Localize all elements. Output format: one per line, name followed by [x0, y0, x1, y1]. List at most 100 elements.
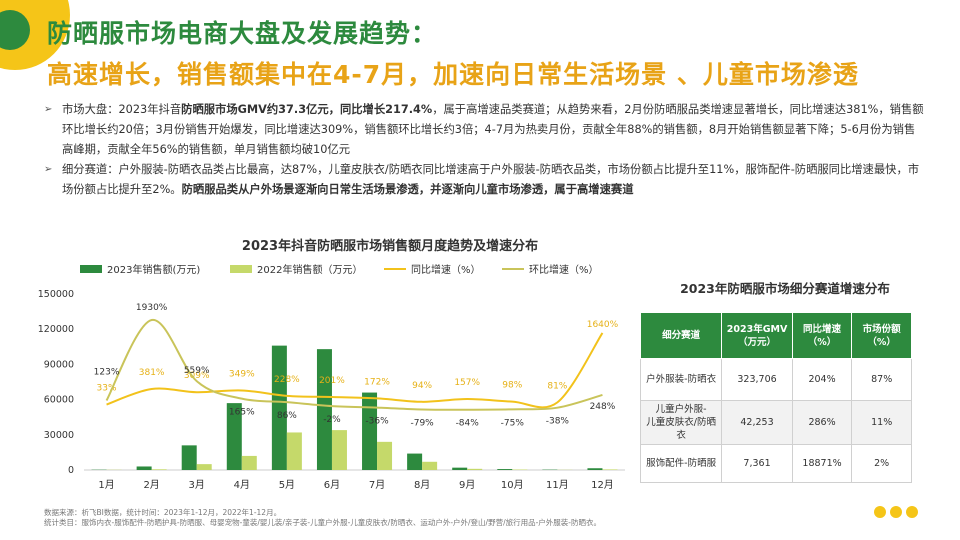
bar-2022 [377, 441, 393, 470]
yoy-growth-line [106, 332, 604, 409]
mom-data-label: -36% [365, 417, 389, 427]
decorative-dots [874, 503, 922, 522]
table-cell: 286% [791, 400, 853, 445]
x-tick-label: 10月 [501, 479, 524, 491]
table-row: 服饰配件-防晒服 7,361 18871% 2% [639, 444, 912, 483]
table-header-row: 细分赛道 2023年GMV （万元） 同比增速 （%） 市场份额 （%） [639, 312, 912, 359]
bar-2023 [226, 403, 242, 470]
mom-data-label: -2% [323, 415, 341, 425]
bar-2022 [467, 468, 483, 470]
mom-data-label: 165% [229, 408, 255, 418]
y-tick-label: 120000 [38, 324, 74, 335]
table-cell: 87% [851, 358, 912, 401]
x-tick-label: 9月 [459, 479, 475, 491]
yoy-data-label: 94% [412, 381, 432, 391]
x-tick-label: 8月 [414, 479, 430, 491]
bar-2022 [151, 469, 167, 470]
x-tick-label: 1月 [98, 479, 114, 491]
table-cell: 11% [851, 400, 912, 445]
legend-label: 2023年销售额(万元) [107, 263, 200, 276]
bar-2022 [602, 469, 618, 470]
dot-icon [906, 506, 918, 518]
bar-2023 [497, 469, 513, 470]
legend-label: 2022年销售额（万元） [257, 263, 362, 276]
table-cell: 户外服装-防晒衣 [639, 358, 723, 401]
bar-2023 [181, 445, 197, 470]
mom-data-label: 123% [94, 368, 120, 378]
yoy-data-label: 1640% [587, 320, 619, 330]
bar-2023 [316, 349, 332, 470]
table-cell: 7,361 [721, 444, 793, 483]
x-tick-label: 7月 [369, 479, 385, 491]
table-cell: 323,706 [721, 358, 793, 401]
legend-label: 同比增速（%） [411, 263, 481, 276]
yoy-data-label: 157% [454, 378, 480, 388]
table-cell: 42,253 [721, 400, 793, 445]
bar-2023 [452, 467, 468, 470]
y-tick-label: 0 [68, 465, 74, 476]
header-text: 同比增速 （%） [803, 323, 842, 348]
bullet-segment: ➢ 细分赛道：户外服装-防晒衣品类占比最高，达87%，儿童皮肤衣/防晒衣同比增速… [44, 160, 924, 200]
dot-icon [890, 506, 902, 518]
yoy-data-label: 33% [97, 384, 117, 394]
mom-data-label: -79% [410, 419, 434, 429]
table-cell: 2% [851, 444, 912, 483]
yoy-data-label: 98% [502, 381, 522, 391]
monthly-sales-chart: 0 30000 60000 90000 120000 150000 33% 381% 309% 3… [38, 263, 625, 491]
x-tick-label: 6月 [324, 479, 340, 491]
bar-2022 [196, 464, 212, 470]
table-cell: 204% [791, 358, 853, 401]
mom-data-label: 559% [184, 366, 210, 376]
x-tick-label: 3月 [189, 479, 205, 491]
legend-label: 环比增速（%） [529, 263, 599, 276]
bullet-market-overview: ➢ 市场大盘：2023年抖音防晒服市场GMV约37.3亿元，同比增长217.4%… [44, 100, 924, 160]
bar-2022 [286, 432, 302, 470]
legend-swatch [230, 265, 252, 273]
arrow-icon: ➢ [44, 164, 53, 175]
y-tick-label: 30000 [44, 430, 74, 441]
y-tick-label: 150000 [38, 289, 74, 300]
segment-table: 细分赛道 2023年GMV （万元） 同比增速 （%） 市场份额 （%） 户外服… [639, 312, 912, 483]
bullet-list: ➢ 市场大盘：2023年抖音防晒服市场GMV约37.3亿元，同比增长217.4%… [44, 100, 924, 200]
bar-2023 [407, 453, 423, 470]
bullet-part: ，属于高增速品类赛道；从趋势来看，2月份防晒服品类增速显著增长，同比增速达381… [62, 103, 924, 156]
dot-icon [874, 506, 886, 518]
x-tick-label: 12月 [591, 479, 614, 491]
x-tick-label: 2月 [143, 479, 159, 491]
bullet-part-bold: 防晒服市场GMV约37.3亿元，同比增长217.4% [181, 103, 433, 116]
yoy-data-label: 228% [274, 375, 300, 385]
bar-2023 [136, 466, 152, 470]
table-cell: 18871% [791, 444, 853, 483]
table-row: 户外服装-防晒衣 323,706 204% 87% [639, 358, 912, 401]
bar-2023 [271, 345, 287, 470]
yoy-data-label: 381% [139, 368, 165, 378]
chart-title: 2023年抖音防晒服市场销售额月度趋势及增速分布 [241, 239, 539, 254]
mom-data-label: 1930% [136, 303, 168, 313]
source-line: 数据来源：析飞BI数据，统计时间：2023年1-12月，2022年1-12月。 [44, 508, 282, 517]
legend-swatch [80, 265, 102, 273]
table-title: 2023年防晒服市场细分赛道增速分布 [680, 281, 890, 296]
header-text: 市场份额 （%） [862, 323, 901, 348]
yoy-data-label: 201% [319, 376, 345, 386]
y-tick-label: 90000 [44, 359, 74, 370]
table-cell: 服饰配件-防晒服 [639, 444, 723, 483]
yoy-data-label: 81% [547, 381, 567, 391]
table-header-cell: 市场份额 （%） [851, 312, 912, 359]
page-title: 防晒服市场电商大盘及发展趋势： [47, 19, 438, 48]
source-line: 统计类目：服饰内衣-服饰配件-防晒护具-防晒服、母婴宠物-童装/婴儿装/亲子装-… [44, 518, 602, 527]
bar-2022 [422, 461, 438, 470]
x-tick-label: 11月 [546, 479, 569, 491]
header-text: 2023年GMV （万元） [726, 323, 788, 348]
bullet-part: 市场大盘：2023年抖音 [62, 103, 182, 116]
mom-data-label: -38% [546, 417, 570, 427]
mom-data-label: -75% [501, 418, 525, 428]
bar-2023 [362, 392, 378, 470]
yoy-data-label: 349% [229, 369, 255, 379]
x-tick-label: 5月 [279, 479, 295, 491]
yoy-data-label: 309% [184, 371, 210, 381]
mom-data-label: -84% [456, 419, 480, 429]
bar-2022 [241, 455, 257, 470]
bar-2022 [331, 430, 347, 470]
mom-growth-line [105, 318, 603, 411]
header-text: 细分赛道 [662, 330, 701, 341]
